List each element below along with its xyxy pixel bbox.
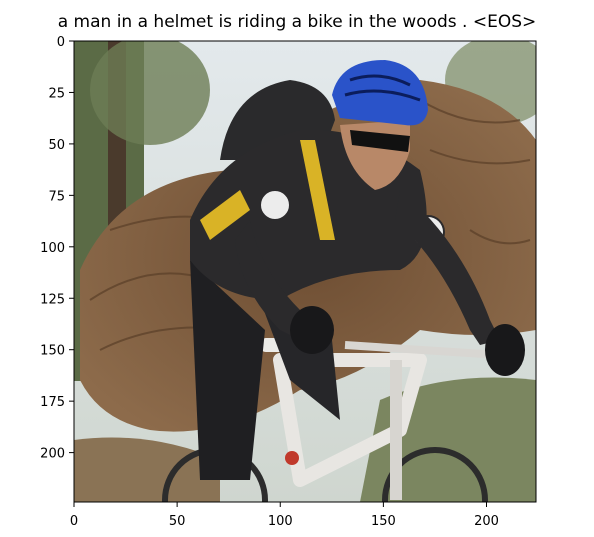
y-tick-label: 50 bbox=[48, 138, 65, 153]
x-tick-label: 200 bbox=[474, 514, 499, 529]
helmet bbox=[332, 60, 428, 126]
rider-left-leg bbox=[190, 260, 265, 480]
sunglasses bbox=[350, 130, 410, 152]
x-tick-label: 0 bbox=[70, 514, 78, 529]
y-axis: 0 25 50 75 100 125 150 175 200 bbox=[40, 35, 74, 462]
x-axis: 0 50 100 150 200 bbox=[70, 502, 499, 529]
right-glove bbox=[485, 324, 525, 376]
y-tick-label: 175 bbox=[40, 395, 65, 410]
y-tick-label: 150 bbox=[40, 344, 65, 359]
y-tick-label: 100 bbox=[40, 241, 65, 256]
photo bbox=[74, 41, 536, 502]
x-tick-label: 50 bbox=[169, 514, 186, 529]
axes-frame bbox=[73, 40, 537, 503]
x-tick-label: 150 bbox=[371, 514, 396, 529]
bike-handlebar bbox=[344, 341, 501, 359]
y-tick-label: 25 bbox=[48, 86, 65, 101]
x-tick-label: 100 bbox=[268, 514, 293, 529]
left-glove bbox=[290, 306, 334, 354]
cyclist bbox=[190, 60, 525, 480]
forest-floor bbox=[74, 437, 220, 502]
y-tick-label: 0 bbox=[57, 35, 65, 50]
y-tick-label: 200 bbox=[40, 447, 65, 462]
image-caption: a man in a helmet is riding a bike in th… bbox=[57, 12, 537, 32]
y-tick-label: 125 bbox=[40, 292, 65, 307]
y-tick-label: 75 bbox=[48, 189, 65, 204]
rider-right-arm bbox=[395, 190, 500, 345]
